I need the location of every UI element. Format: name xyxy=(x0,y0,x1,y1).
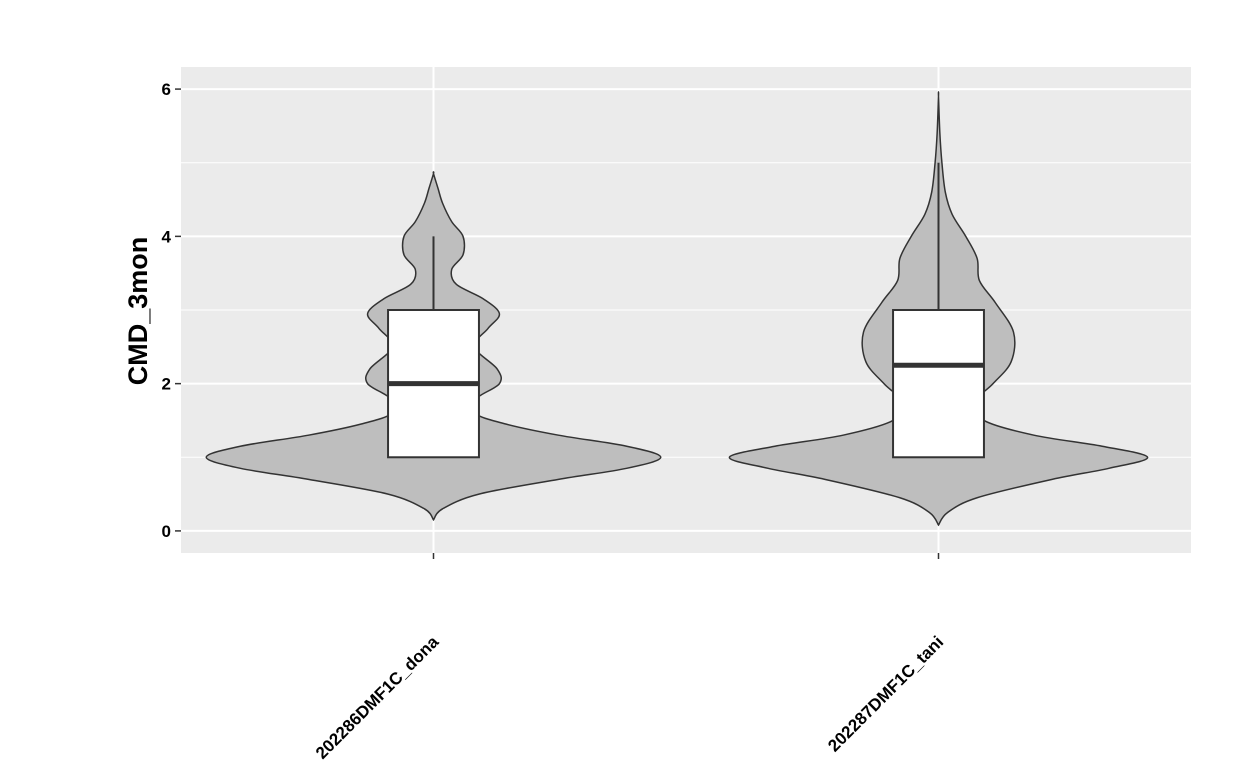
boxplots xyxy=(387,162,985,459)
boxplot-2 xyxy=(892,162,985,459)
y-tick-label: 6 xyxy=(162,80,171,99)
y-tick-label: 2 xyxy=(162,375,171,394)
y-tick-label: 0 xyxy=(162,522,171,541)
y-axis: 0 2 4 6 xyxy=(162,80,181,541)
y-axis-title: CMD_3mon xyxy=(123,237,153,386)
boxplot-1 xyxy=(387,236,480,459)
x-axis: 202286DMF1C_dona 202287DMF1C_tani xyxy=(312,553,947,763)
box-iqr xyxy=(892,309,985,459)
y-tick-label: 4 xyxy=(162,227,172,246)
x-tick-label: 202286DMF1C_dona xyxy=(312,632,443,763)
x-tick-label: 202287DMF1C_tani xyxy=(824,632,947,755)
